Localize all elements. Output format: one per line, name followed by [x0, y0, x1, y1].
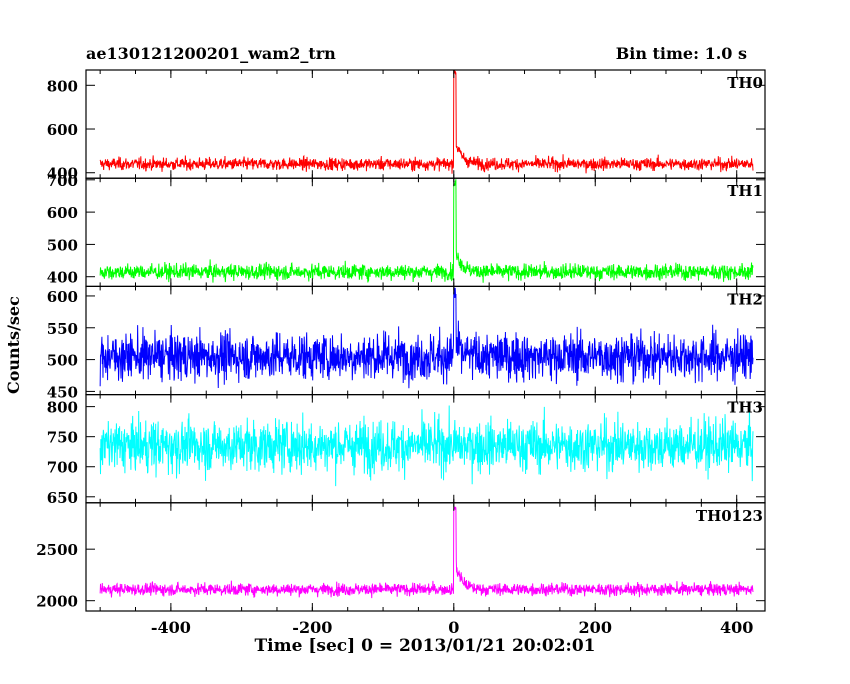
y-tick-label: 500 [47, 352, 78, 370]
x-tick-label: -400 [151, 618, 191, 637]
panel-frame [85, 502, 766, 612]
panel-label-th3: TH3 [727, 399, 763, 417]
y-tick-label: 800 [47, 77, 78, 95]
y-tick-label: 600 [47, 288, 78, 306]
series-line-th0 [99, 70, 754, 174]
x-axis-label: Time [sec] 0 = 2013/01/21 20:02:01 [254, 636, 596, 656]
x-tick-label: 0 [448, 618, 459, 637]
series-line-th1 [99, 179, 754, 283]
bin-time-label: Bin time: 1.0 s [615, 44, 747, 63]
chart-title: ae130121200201_wam2_trn [86, 44, 336, 63]
x-tick-label: 200 [579, 618, 612, 637]
y-tick-label: 650 [47, 489, 78, 507]
y-tick-label: 600 [47, 204, 78, 222]
x-tick-label: 400 [720, 618, 753, 637]
y-tick-label: 500 [47, 236, 78, 254]
y-tick-label: 700 [47, 172, 78, 190]
x-tick-label: -200 [292, 618, 332, 637]
series-line-th3 [99, 404, 754, 487]
y-tick-label: 400 [47, 269, 78, 287]
panel-label-th0123: TH0123 [696, 507, 763, 525]
y-tick-label: 550 [47, 320, 78, 338]
y-tick-label: 750 [47, 429, 78, 447]
y-tick-label: 2000 [36, 593, 78, 611]
y-tick-label: 700 [47, 459, 78, 477]
panel-frame [85, 69, 766, 179]
series-line-th0123 [99, 506, 754, 599]
y-tick-label: 2500 [36, 541, 78, 559]
y-tick-label: 800 [47, 399, 78, 417]
panel-label-th1: TH1 [727, 182, 763, 200]
y-tick-label: 600 [47, 121, 78, 139]
y-tick-label: 400 [47, 165, 78, 183]
panel-label-th2: TH2 [727, 290, 763, 308]
panel-label-th0: TH0 [727, 74, 763, 92]
series-line-th2 [99, 287, 754, 389]
y-axis-label: Counts/sec [4, 296, 23, 394]
y-tick-label: 450 [47, 383, 78, 401]
